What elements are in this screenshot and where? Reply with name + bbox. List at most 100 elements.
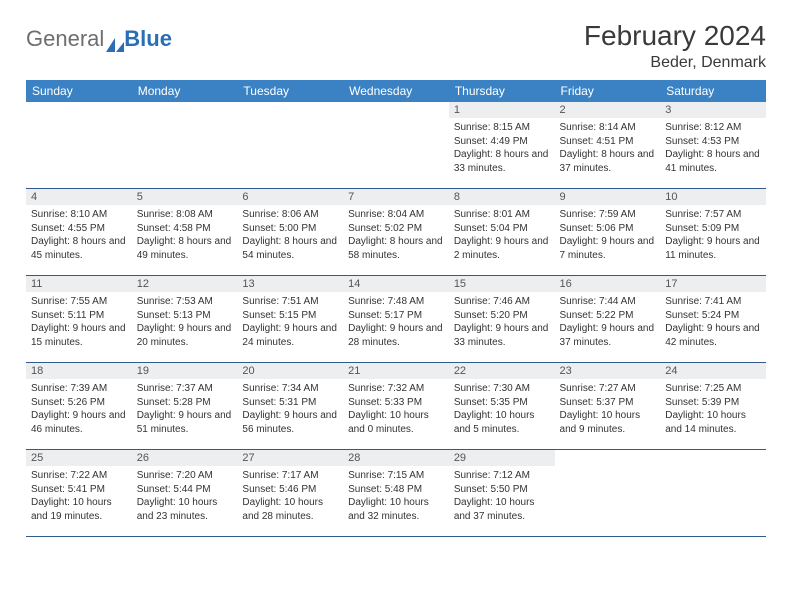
day-details: Sunrise: 7:22 AMSunset: 5:41 PMDaylight:… <box>26 466 132 527</box>
day-details: Sunrise: 7:32 AMSunset: 5:33 PMDaylight:… <box>343 379 449 440</box>
day-number: 12 <box>132 276 238 292</box>
day-details: Sunrise: 7:51 AMSunset: 5:15 PMDaylight:… <box>237 292 343 353</box>
calendar-cell <box>237 102 343 189</box>
day-number: 9 <box>555 189 661 205</box>
day-number: 5 <box>132 189 238 205</box>
calendar-cell: 27Sunrise: 7:17 AMSunset: 5:46 PMDayligh… <box>237 450 343 537</box>
day-number: 22 <box>449 363 555 379</box>
day-number: 28 <box>343 450 449 466</box>
calendar-cell: 1Sunrise: 8:15 AMSunset: 4:49 PMDaylight… <box>449 102 555 189</box>
calendar-cell <box>555 450 661 537</box>
day-number: 13 <box>237 276 343 292</box>
calendar-row: 4Sunrise: 8:10 AMSunset: 4:55 PMDaylight… <box>26 189 766 276</box>
page-title: February 2024 <box>584 20 766 52</box>
day-details: Sunrise: 7:17 AMSunset: 5:46 PMDaylight:… <box>237 466 343 527</box>
day-details: Sunrise: 8:15 AMSunset: 4:49 PMDaylight:… <box>449 118 555 179</box>
calendar-cell: 28Sunrise: 7:15 AMSunset: 5:48 PMDayligh… <box>343 450 449 537</box>
calendar-cell: 2Sunrise: 8:14 AMSunset: 4:51 PMDaylight… <box>555 102 661 189</box>
brand-part2: Blue <box>124 26 172 52</box>
day-details: Sunrise: 8:04 AMSunset: 5:02 PMDaylight:… <box>343 205 449 266</box>
calendar-cell: 21Sunrise: 7:32 AMSunset: 5:33 PMDayligh… <box>343 363 449 450</box>
day-details: Sunrise: 7:39 AMSunset: 5:26 PMDaylight:… <box>26 379 132 440</box>
day-details: Sunrise: 7:44 AMSunset: 5:22 PMDaylight:… <box>555 292 661 353</box>
day-number: 21 <box>343 363 449 379</box>
day-details: Sunrise: 7:12 AMSunset: 5:50 PMDaylight:… <box>449 466 555 527</box>
calendar-cell: 5Sunrise: 8:08 AMSunset: 4:58 PMDaylight… <box>132 189 238 276</box>
day-details: Sunrise: 7:53 AMSunset: 5:13 PMDaylight:… <box>132 292 238 353</box>
calendar-row: 11Sunrise: 7:55 AMSunset: 5:11 PMDayligh… <box>26 276 766 363</box>
day-number: 27 <box>237 450 343 466</box>
day-number: 19 <box>132 363 238 379</box>
day-number: 3 <box>660 102 766 118</box>
day-details: Sunrise: 7:41 AMSunset: 5:24 PMDaylight:… <box>660 292 766 353</box>
calendar-cell: 8Sunrise: 8:01 AMSunset: 5:04 PMDaylight… <box>449 189 555 276</box>
brand-logo: General Blue <box>26 20 172 52</box>
calendar-cell: 26Sunrise: 7:20 AMSunset: 5:44 PMDayligh… <box>132 450 238 537</box>
calendar-cell <box>26 102 132 189</box>
day-number: 17 <box>660 276 766 292</box>
day-details: Sunrise: 8:14 AMSunset: 4:51 PMDaylight:… <box>555 118 661 179</box>
weekday-header: Thursday <box>449 80 555 102</box>
calendar-cell: 19Sunrise: 7:37 AMSunset: 5:28 PMDayligh… <box>132 363 238 450</box>
day-details: Sunrise: 8:12 AMSunset: 4:53 PMDaylight:… <box>660 118 766 179</box>
calendar-cell: 6Sunrise: 8:06 AMSunset: 5:00 PMDaylight… <box>237 189 343 276</box>
calendar-cell: 15Sunrise: 7:46 AMSunset: 5:20 PMDayligh… <box>449 276 555 363</box>
weekday-header-row: Sunday Monday Tuesday Wednesday Thursday… <box>26 80 766 102</box>
day-number: 2 <box>555 102 661 118</box>
day-details: Sunrise: 7:37 AMSunset: 5:28 PMDaylight:… <box>132 379 238 440</box>
sail-icon <box>106 32 124 46</box>
calendar-cell: 13Sunrise: 7:51 AMSunset: 5:15 PMDayligh… <box>237 276 343 363</box>
day-number: 8 <box>449 189 555 205</box>
calendar-row: 18Sunrise: 7:39 AMSunset: 5:26 PMDayligh… <box>26 363 766 450</box>
calendar-cell: 11Sunrise: 7:55 AMSunset: 5:11 PMDayligh… <box>26 276 132 363</box>
day-details: Sunrise: 8:06 AMSunset: 5:00 PMDaylight:… <box>237 205 343 266</box>
day-details: Sunrise: 8:10 AMSunset: 4:55 PMDaylight:… <box>26 205 132 266</box>
day-number: 14 <box>343 276 449 292</box>
weekday-header: Saturday <box>660 80 766 102</box>
day-number: 23 <box>555 363 661 379</box>
calendar-cell <box>343 102 449 189</box>
calendar-row: 1Sunrise: 8:15 AMSunset: 4:49 PMDaylight… <box>26 102 766 189</box>
weekday-header: Sunday <box>26 80 132 102</box>
calendar-cell: 22Sunrise: 7:30 AMSunset: 5:35 PMDayligh… <box>449 363 555 450</box>
weekday-header: Tuesday <box>237 80 343 102</box>
calendar-row: 25Sunrise: 7:22 AMSunset: 5:41 PMDayligh… <box>26 450 766 537</box>
calendar-cell: 16Sunrise: 7:44 AMSunset: 5:22 PMDayligh… <box>555 276 661 363</box>
weekday-header: Monday <box>132 80 238 102</box>
brand-part1: General <box>26 26 104 52</box>
day-number: 10 <box>660 189 766 205</box>
location-label: Beder, Denmark <box>584 54 766 72</box>
day-details: Sunrise: 7:55 AMSunset: 5:11 PMDaylight:… <box>26 292 132 353</box>
day-details: Sunrise: 7:48 AMSunset: 5:17 PMDaylight:… <box>343 292 449 353</box>
day-number: 24 <box>660 363 766 379</box>
day-number: 15 <box>449 276 555 292</box>
day-details: Sunrise: 7:59 AMSunset: 5:06 PMDaylight:… <box>555 205 661 266</box>
day-number: 11 <box>26 276 132 292</box>
calendar-cell: 23Sunrise: 7:27 AMSunset: 5:37 PMDayligh… <box>555 363 661 450</box>
calendar-cell: 14Sunrise: 7:48 AMSunset: 5:17 PMDayligh… <box>343 276 449 363</box>
calendar-table: Sunday Monday Tuesday Wednesday Thursday… <box>26 80 766 537</box>
day-number: 25 <box>26 450 132 466</box>
day-number: 1 <box>449 102 555 118</box>
calendar-cell: 20Sunrise: 7:34 AMSunset: 5:31 PMDayligh… <box>237 363 343 450</box>
calendar-cell: 17Sunrise: 7:41 AMSunset: 5:24 PMDayligh… <box>660 276 766 363</box>
calendar-cell: 4Sunrise: 8:10 AMSunset: 4:55 PMDaylight… <box>26 189 132 276</box>
day-details: Sunrise: 7:46 AMSunset: 5:20 PMDaylight:… <box>449 292 555 353</box>
day-details: Sunrise: 7:27 AMSunset: 5:37 PMDaylight:… <box>555 379 661 440</box>
day-number: 29 <box>449 450 555 466</box>
day-number: 20 <box>237 363 343 379</box>
weekday-header: Friday <box>555 80 661 102</box>
calendar-cell <box>132 102 238 189</box>
day-details: Sunrise: 7:57 AMSunset: 5:09 PMDaylight:… <box>660 205 766 266</box>
day-details: Sunrise: 8:08 AMSunset: 4:58 PMDaylight:… <box>132 205 238 266</box>
day-number: 4 <box>26 189 132 205</box>
calendar-cell: 18Sunrise: 7:39 AMSunset: 5:26 PMDayligh… <box>26 363 132 450</box>
day-number: 18 <box>26 363 132 379</box>
day-details: Sunrise: 7:25 AMSunset: 5:39 PMDaylight:… <box>660 379 766 440</box>
calendar-cell: 12Sunrise: 7:53 AMSunset: 5:13 PMDayligh… <box>132 276 238 363</box>
day-number: 16 <box>555 276 661 292</box>
day-details: Sunrise: 7:30 AMSunset: 5:35 PMDaylight:… <box>449 379 555 440</box>
day-details: Sunrise: 7:15 AMSunset: 5:48 PMDaylight:… <box>343 466 449 527</box>
day-details: Sunrise: 8:01 AMSunset: 5:04 PMDaylight:… <box>449 205 555 266</box>
calendar-cell: 9Sunrise: 7:59 AMSunset: 5:06 PMDaylight… <box>555 189 661 276</box>
